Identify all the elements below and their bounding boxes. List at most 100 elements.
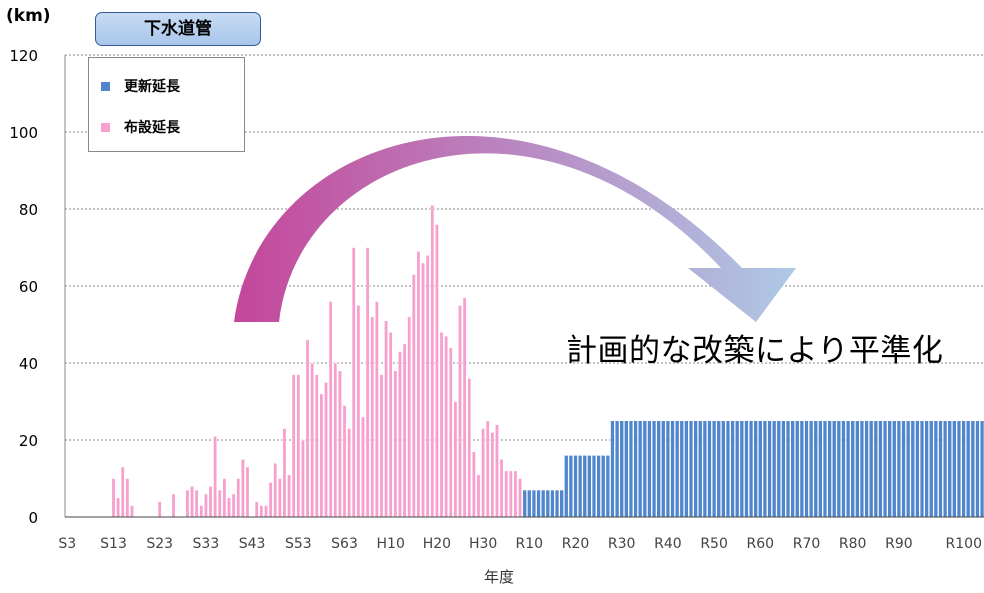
bar-renewal [610, 420, 615, 518]
annotation-text: 計画的な改築により平準化 [566, 333, 944, 369]
bar-renewal [887, 420, 892, 518]
bar-laying [471, 451, 476, 518]
x-tick-label: R50 [700, 536, 728, 552]
bar-renewal [975, 420, 980, 518]
bar-renewal [813, 420, 818, 518]
bar-laying [245, 466, 250, 518]
bar-laying [236, 478, 241, 518]
bar-renewal [970, 420, 975, 518]
bar-laying [213, 435, 218, 518]
bar-renewal [587, 455, 592, 518]
bar-renewal [619, 420, 624, 518]
bar-renewal [864, 420, 869, 518]
bar-laying [268, 482, 273, 518]
bar-laying [129, 505, 134, 518]
bar-laying [291, 374, 296, 518]
bar-laying [217, 489, 222, 518]
bar-renewal [601, 455, 606, 518]
x-tick-label: S3 [58, 536, 76, 552]
bar-laying [407, 316, 412, 518]
bar-renewal [545, 489, 550, 518]
bar-renewal [582, 455, 587, 518]
bar-laying [365, 247, 370, 518]
bar-renewal [628, 420, 634, 518]
x-tick-label: R20 [562, 536, 590, 552]
bar-laying [430, 204, 435, 518]
bar-laying [120, 466, 125, 518]
bar-renewal [919, 420, 925, 518]
x-tick-label: R100 [946, 536, 982, 552]
bar-renewal [901, 420, 906, 518]
bar-renewal [772, 420, 777, 518]
bar-renewal [929, 420, 934, 518]
y-axis-unit-label: (km) [6, 6, 51, 26]
bar-renewal [915, 420, 920, 518]
bar-renewal [762, 420, 768, 518]
bar-renewal [725, 420, 731, 518]
bar-renewal [591, 455, 597, 518]
bar-laying [227, 497, 232, 518]
bar-renewal [550, 489, 555, 518]
bar-laying [310, 362, 315, 518]
bar-renewal [827, 420, 832, 518]
x-tick-label: R10 [516, 536, 544, 552]
bar-laying [374, 301, 379, 518]
bar-renewal [684, 420, 689, 518]
chart-title-badge: 下水道管 [95, 12, 261, 46]
bar-renewal [661, 420, 666, 518]
bar-laying [263, 505, 268, 518]
bar-laying [356, 304, 361, 518]
legend-item-renewal: 更新延長 [101, 76, 180, 96]
x-tick-label: R30 [608, 536, 636, 552]
bar-laying [481, 428, 486, 518]
bar-renewal [665, 420, 671, 518]
bar-renewal [651, 420, 657, 518]
bar-renewal [896, 420, 902, 518]
bar-renewal [693, 420, 698, 518]
legend-swatch-renewal [101, 81, 110, 91]
x-tick-label: S33 [193, 536, 220, 552]
bar-renewal [799, 420, 805, 518]
bar-laying [467, 378, 472, 518]
bar-renewal [966, 420, 971, 518]
bar-laying [125, 478, 130, 518]
bar-renewal [758, 420, 763, 518]
bar-renewal [938, 420, 943, 518]
bar-renewal [716, 420, 721, 518]
bar-laying [277, 478, 282, 518]
y-tick-label: 60 [19, 278, 38, 296]
x-tick-label: S13 [100, 536, 127, 552]
bar-laying [185, 489, 190, 518]
x-tick-label: S53 [285, 536, 312, 552]
bar-renewal [850, 420, 855, 518]
bar-laying [231, 493, 236, 518]
bar-laying [490, 431, 495, 518]
bar-renewal [624, 420, 629, 518]
legend-label-laying: 布設延長 [124, 120, 180, 136]
bar-laying [462, 297, 467, 518]
bar-renewal [855, 420, 860, 518]
x-tick-label: H10 [377, 536, 405, 552]
bar-laying [203, 493, 208, 518]
x-tick-label: S43 [239, 536, 266, 552]
bar-laying [337, 370, 342, 518]
bar-renewal [568, 455, 574, 518]
bar-renewal [753, 420, 758, 518]
bar-renewal [642, 420, 647, 518]
bar-laying [485, 420, 490, 518]
flatten-arrow [234, 136, 796, 322]
x-tick-label: R40 [654, 536, 682, 552]
bar-renewal [707, 420, 712, 518]
bar-renewal [905, 420, 911, 518]
x-tick-label: R90 [885, 536, 913, 552]
bar-renewal [633, 420, 638, 518]
y-tick-label: 80 [19, 201, 38, 219]
bar-laying [397, 351, 402, 518]
bar-renewal [933, 420, 939, 518]
bar-renewal [711, 420, 717, 518]
legend-label-renewal: 更新延長 [124, 79, 180, 95]
y-tick-label: 100 [9, 124, 38, 142]
bar-renewal [781, 420, 786, 518]
bar-laying [300, 439, 305, 518]
bar-renewal [947, 420, 952, 518]
